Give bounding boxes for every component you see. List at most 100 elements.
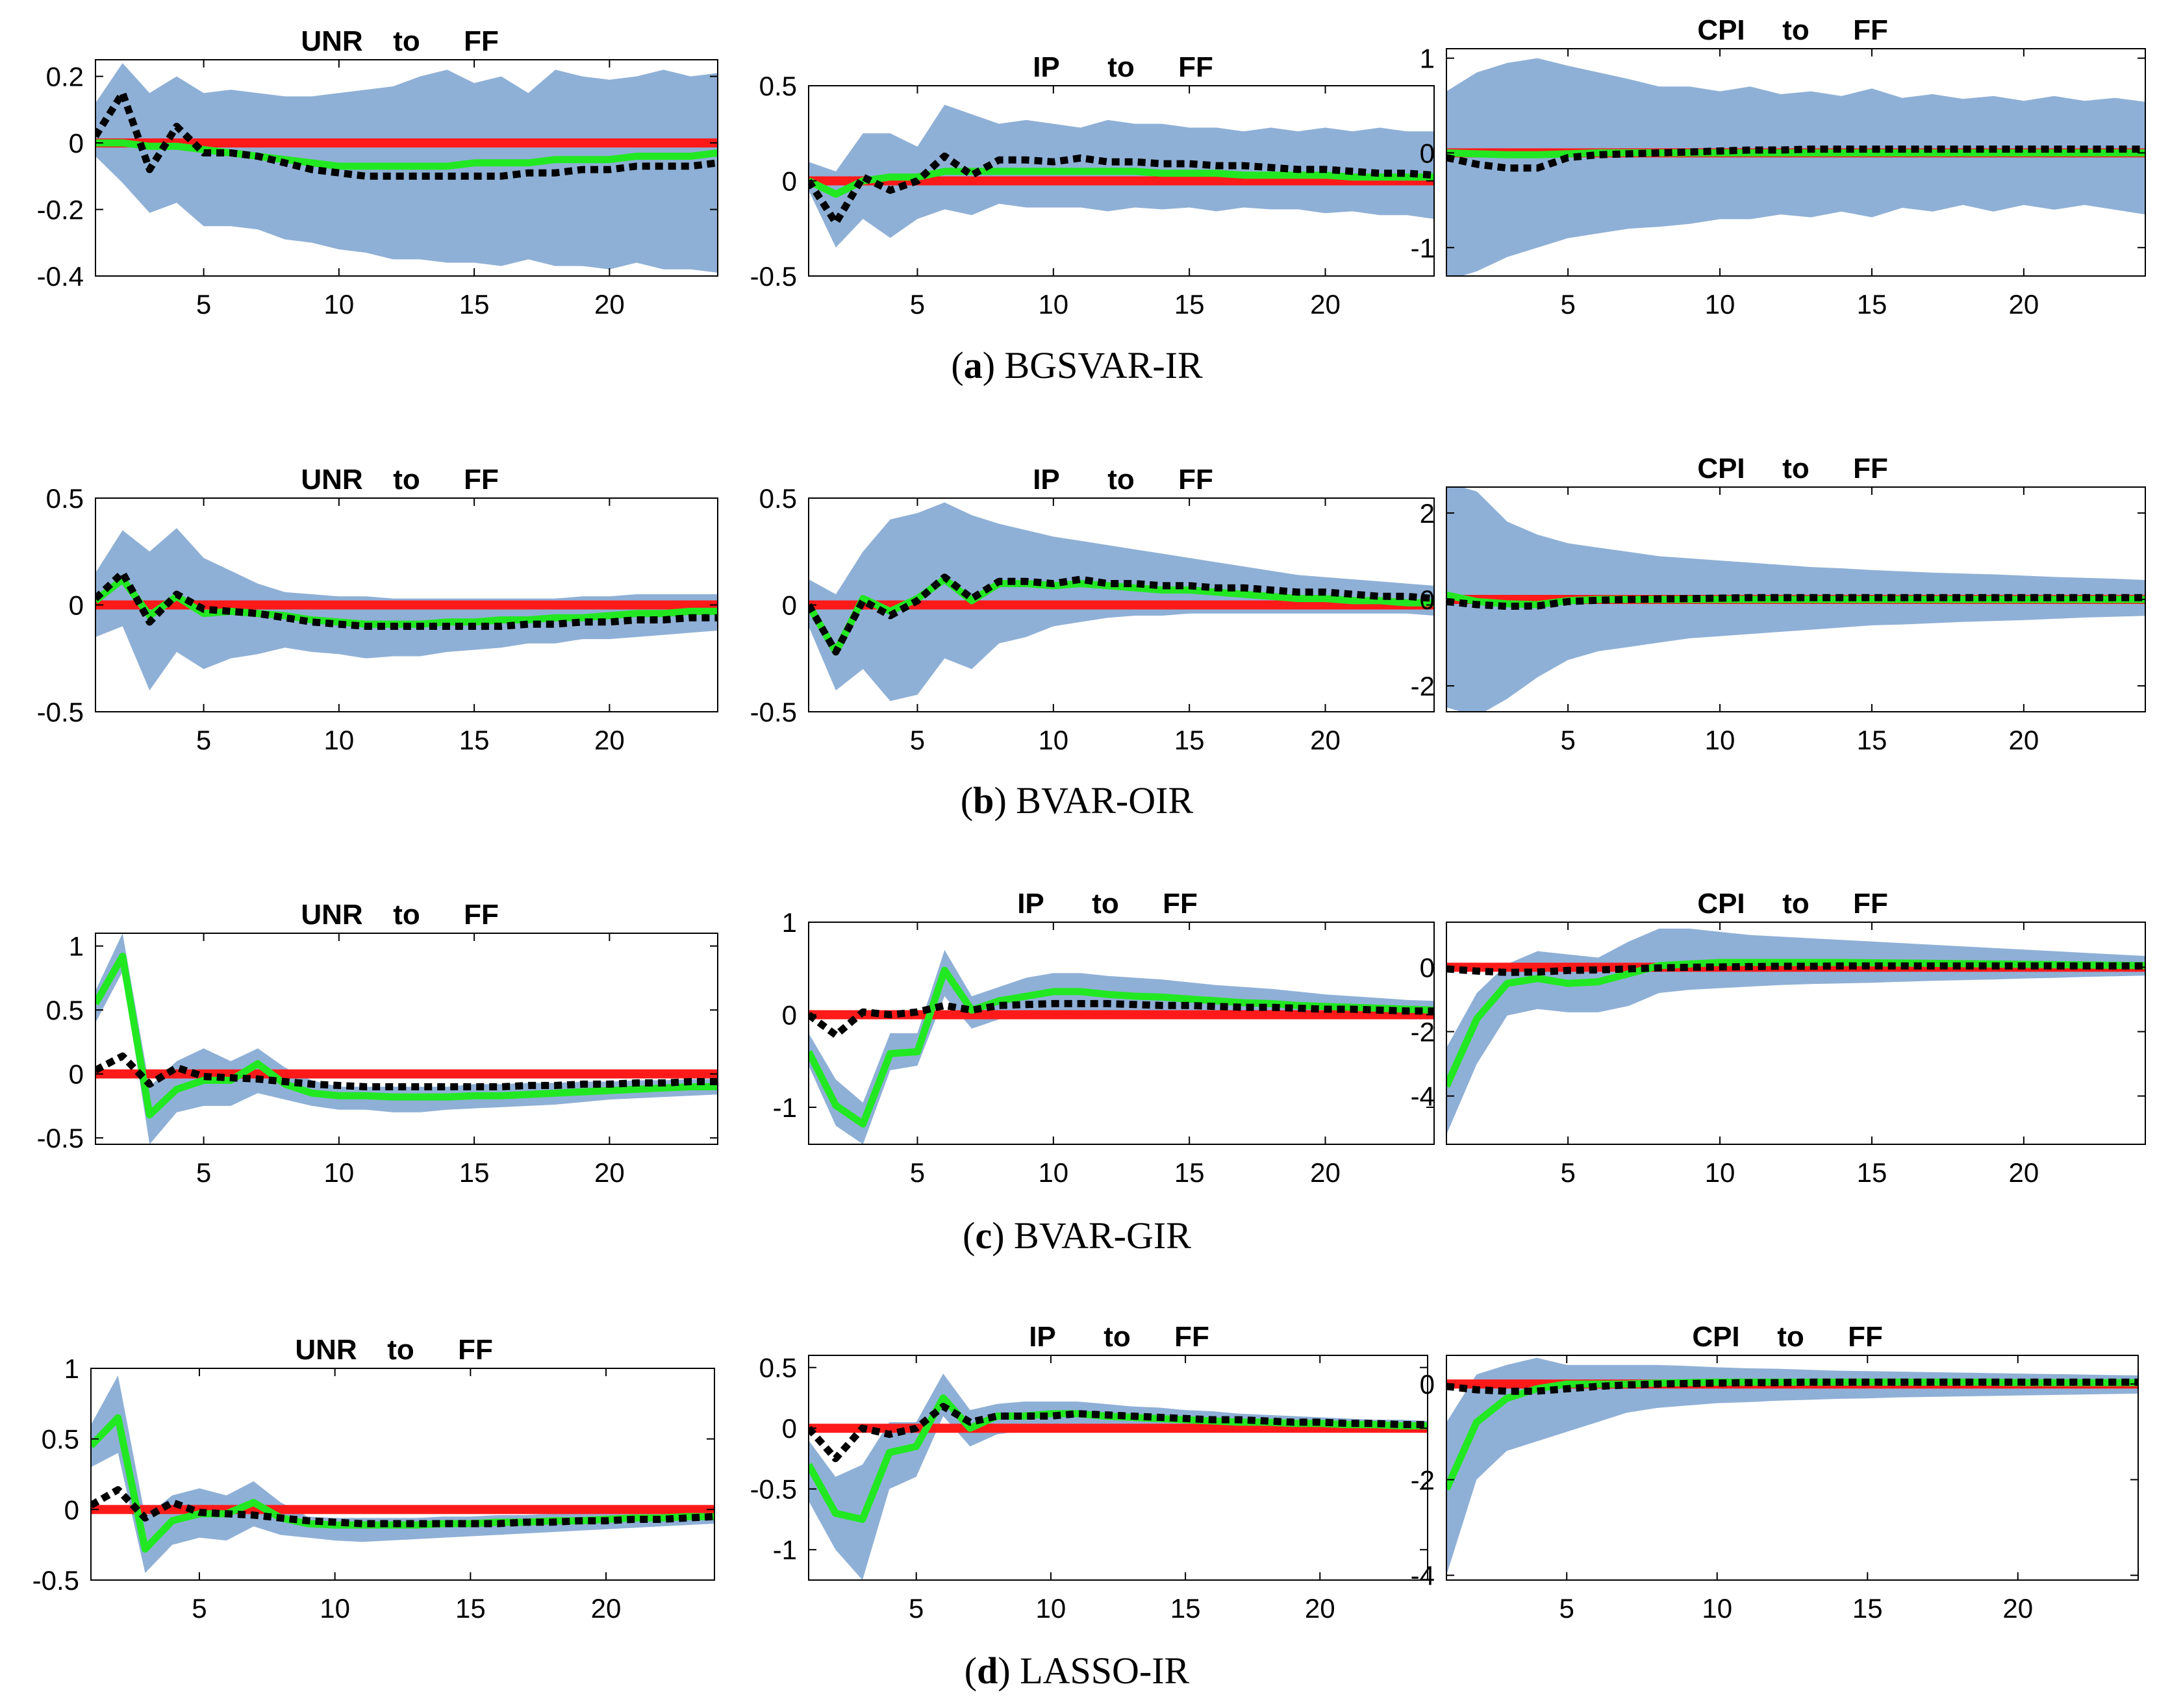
panel-title-variable: CPI: [1692, 1321, 1739, 1353]
panel-title-to: to: [1782, 888, 1810, 920]
dotted-series-line: [95, 569, 718, 630]
y-tick-label: -0.2: [37, 195, 84, 225]
x-tick-label: 10: [1705, 725, 1735, 755]
x-tick-label: 10: [1038, 1157, 1068, 1188]
x-tick-label: 10: [1038, 725, 1068, 755]
y-tick-label: -0.5: [37, 1123, 84, 1153]
x-tick-label: 15: [1857, 1157, 1887, 1188]
x-tick-label: 20: [2009, 289, 2039, 320]
x-tick-label: 5: [1560, 725, 1575, 755]
y-tick-label: -0.5: [37, 697, 84, 727]
y-tick-label: 0: [1420, 1369, 1435, 1400]
y-tick-label: 1: [1420, 44, 1435, 74]
axes-frame: [1446, 922, 2146, 1145]
panel-c3: 5 10 15 20 0 -2 -4 CPI to FF: [1411, 888, 2146, 1188]
dotted-series-line: [809, 1403, 1428, 1463]
x-tick-label: 5: [196, 289, 211, 320]
panel-d3: 5 10 15 20 0 -2 -4 CPI to FF: [1411, 1321, 2139, 1624]
x-tick-label: 5: [1559, 1593, 1574, 1624]
plot-area: [809, 1374, 1428, 1580]
panel-d1: 5 10 15 20 1 0.5 0 -0.5 UNR to FF: [32, 1334, 715, 1624]
x-tick-label: 5: [910, 289, 925, 320]
panel-b1: 5 10 15 20 0.5 0 -0.5 UNR to FF: [37, 464, 718, 755]
plot-area: [809, 105, 1434, 248]
panel-title-to: to: [1782, 453, 1810, 484]
x-tick-label: 10: [320, 1593, 350, 1624]
plot-area: [1446, 58, 2145, 276]
x-tick-label: 15: [459, 1157, 490, 1188]
panel-title-to: to: [1777, 1321, 1804, 1353]
x-tick-label: 5: [196, 1157, 211, 1188]
x-tick-label: 10: [324, 725, 355, 755]
green-series-line: [91, 1414, 714, 1553]
x-tick-label: 10: [1038, 289, 1068, 320]
x-tick-label: 15: [459, 725, 490, 755]
y-tick-label: 1: [69, 931, 84, 962]
x-tick-label: 20: [1310, 725, 1341, 755]
y-tick-label: 0.5: [46, 483, 84, 514]
credible-band: [1446, 1357, 2138, 1576]
x-tick-label: 15: [1174, 1157, 1205, 1188]
x-tick-label: 5: [1560, 1157, 1575, 1188]
y-tick-label: 0: [69, 590, 84, 621]
y-tick-label: -4: [1411, 1561, 1435, 1591]
x-tick-label: 5: [192, 1593, 207, 1624]
caption-d: (d) LASSO-IR: [965, 1650, 1190, 1692]
panel-title-shock: FF: [1174, 1321, 1209, 1353]
panel-title-variable: CPI: [1697, 888, 1745, 920]
x-tick-label: 20: [2009, 1157, 2039, 1188]
green-series-line: [1446, 959, 2145, 1088]
y-tick-label: -2: [1411, 671, 1435, 701]
axes-frame: [95, 59, 718, 277]
dotted-series-line: [1446, 1378, 2138, 1395]
y-tick-label: -0.5: [32, 1565, 79, 1596]
x-tick-label: 10: [1705, 1157, 1735, 1188]
panel-b2: 5 10 15 200.50-0.5IP to FF: [750, 464, 1435, 755]
panel-title-variable: IP: [1017, 888, 1044, 920]
credible-band: [1446, 928, 2145, 1135]
y-tick-label: 2: [1420, 498, 1435, 529]
panel-title-shock: FF: [1853, 14, 1888, 46]
panel-title-variable: CPI: [1697, 453, 1745, 484]
y-tick-label: -0.4: [37, 261, 84, 292]
x-tick-label: 5: [909, 1593, 924, 1624]
y-tick-label: 0: [782, 590, 797, 621]
plot-area: [1446, 487, 2145, 712]
credible-band: [95, 933, 718, 1144]
y-tick-label: -2: [1411, 1464, 1435, 1495]
y-tick-label: 0: [69, 1059, 84, 1090]
plot-area: [809, 949, 1434, 1144]
caption-a: (a) BGSVAR-IR: [951, 344, 1203, 386]
y-tick-label: 0: [782, 166, 797, 197]
panel-title-to: to: [1782, 14, 1810, 46]
x-tick-label: 15: [1852, 1593, 1883, 1624]
x-tick-label: 20: [591, 1593, 622, 1624]
x-tick-label: 10: [1036, 1593, 1066, 1624]
y-tick-label: -1: [773, 1092, 797, 1123]
y-tick-label: 0.2: [46, 62, 84, 92]
x-tick-label: 20: [1310, 1157, 1341, 1188]
x-tick-label: 20: [1310, 289, 1341, 320]
dotted-series-line: [809, 152, 1434, 227]
x-tick-label: 10: [324, 289, 355, 320]
x-tick-label: 5: [910, 1157, 925, 1188]
panel-d2: 5 10 15 20 0.5 0 -0.5 -1 IP to FF: [750, 1321, 1428, 1624]
y-tick-label: -0.5: [750, 697, 797, 727]
y-tick-label: 0: [782, 1000, 797, 1031]
x-tick-label: 15: [1170, 1593, 1201, 1624]
panel-title-variable: UNR: [295, 1334, 357, 1366]
x-tick-label: 15: [1174, 725, 1205, 755]
y-tick-label: 0: [69, 128, 84, 158]
axes-frame: [1446, 1355, 2139, 1581]
x-tick-label: 20: [2009, 725, 2039, 755]
x-tick-label: 5: [1560, 289, 1575, 320]
plot-area: [95, 933, 718, 1144]
panel-title-shock: FF: [1178, 51, 1213, 83]
credible-band: [91, 1375, 714, 1574]
y-tick-label: 0.5: [759, 71, 797, 101]
panel-title-shock: FF: [1853, 888, 1888, 920]
panel-c1: 5 10 15 20 1 0.5 0 -0.5 UNR to FF: [37, 899, 718, 1188]
